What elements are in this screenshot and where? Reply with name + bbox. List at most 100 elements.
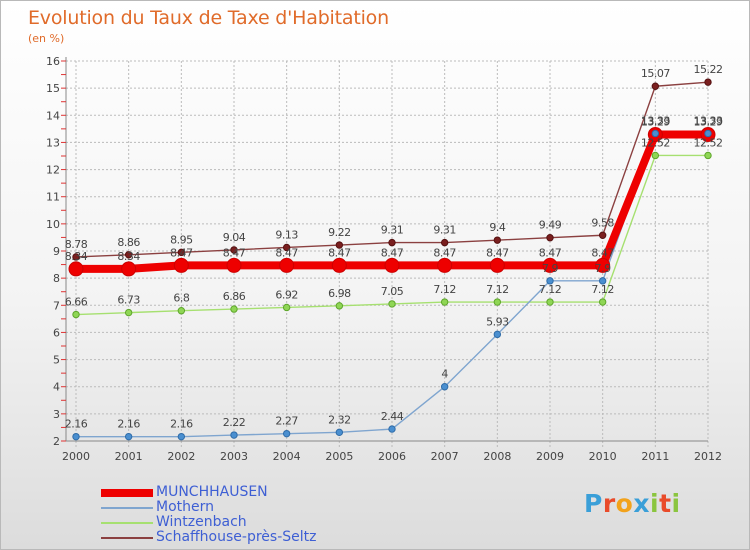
x-tick-label: 2008 — [483, 450, 511, 463]
data-label: 8.47 — [591, 246, 614, 259]
chart-title: Evolution du Taux de Taxe d'Habitation — [28, 7, 389, 29]
series-marker-0 — [68, 261, 84, 277]
logo-letter: r — [602, 489, 616, 518]
legend-label: Schaffhouse-près-Seltz — [156, 529, 317, 545]
x-tick-label: 2005 — [325, 450, 353, 463]
series-marker-3 — [651, 82, 660, 90]
data-label: 6.98 — [328, 287, 351, 300]
series-marker-1 — [388, 425, 396, 433]
data-label: 12.52 — [694, 136, 723, 149]
series-marker-0 — [226, 257, 242, 273]
x-tick-label: 2004 — [273, 450, 301, 463]
y-tick-label: 14 — [46, 109, 60, 122]
data-label: 6.73 — [117, 294, 140, 307]
logo-letter: t — [659, 489, 672, 518]
y-tick-label: 6 — [53, 326, 60, 339]
y-tick-label: 4 — [53, 381, 60, 394]
data-label: 4 — [441, 368, 448, 381]
data-label: 8.47 — [328, 246, 351, 259]
series-marker-3 — [388, 238, 396, 247]
legend-label: Mothern — [156, 499, 215, 515]
series-marker-2 — [230, 305, 238, 313]
logo-letter: i — [671, 489, 681, 518]
x-tick-label: 2007 — [431, 450, 459, 463]
data-label: 2.16 — [170, 418, 193, 431]
series-marker-2 — [282, 303, 291, 312]
y-tick-label: 13 — [46, 136, 60, 149]
series-marker-0 — [173, 257, 189, 273]
legend-label: MUNCHHAUSEN — [156, 484, 268, 500]
series-marker-3 — [177, 248, 186, 257]
series-marker-1 — [651, 129, 660, 138]
data-label: 2.27 — [275, 415, 298, 428]
series-marker-2 — [124, 308, 133, 317]
series-marker-0 — [331, 257, 347, 273]
data-label: 7.12 — [486, 283, 509, 296]
data-label: 2.16 — [65, 418, 88, 431]
data-label: 15.07 — [641, 67, 670, 80]
series-marker-1 — [124, 432, 133, 441]
legend-swatch — [101, 489, 153, 497]
data-label: 8.47 — [275, 246, 298, 259]
data-label: 13.29 — [694, 116, 723, 129]
y-tick-label: 15 — [46, 82, 60, 95]
data-label: 9.13 — [275, 228, 298, 241]
series-marker-0 — [121, 261, 137, 277]
x-tick-label: 2001 — [115, 450, 143, 463]
series-marker-2 — [177, 307, 186, 315]
series-marker-2 — [493, 298, 502, 306]
data-label: 7.12 — [591, 283, 614, 296]
y-tick-label: 8 — [53, 272, 60, 285]
x-tick-label: 2009 — [536, 450, 564, 463]
data-label: 2.44 — [381, 410, 404, 423]
data-label: 12.52 — [641, 136, 670, 149]
series-marker-2 — [651, 151, 660, 160]
y-tick-label: 5 — [53, 354, 60, 367]
series-marker-3 — [124, 251, 133, 259]
data-label: 9.31 — [433, 224, 456, 237]
x-tick-label: 2011 — [641, 450, 669, 463]
legend-swatch — [101, 507, 153, 509]
series-marker-0 — [542, 257, 558, 273]
data-label: 8.78 — [65, 238, 88, 251]
data-label: 2.32 — [328, 413, 351, 426]
data-label: 7.9 — [542, 262, 558, 275]
data-label: 6.66 — [65, 296, 88, 309]
data-label: 6.86 — [223, 290, 246, 303]
data-label: 8.86 — [117, 236, 140, 249]
series-marker-1 — [177, 432, 186, 441]
data-label: 8.95 — [170, 233, 193, 246]
series-marker-0 — [384, 257, 400, 273]
y-tick-label: 11 — [46, 191, 60, 204]
data-label: 8.34 — [65, 250, 88, 263]
series-marker-1 — [546, 277, 554, 285]
series-marker-2 — [704, 151, 712, 160]
series-marker-1 — [493, 330, 502, 339]
data-label: 8.47 — [486, 246, 509, 259]
series-marker-0 — [437, 257, 453, 273]
logo-letter: x — [633, 489, 650, 518]
logo-letter: P — [584, 489, 603, 518]
series-marker-1 — [282, 429, 291, 438]
y-tick-label: 9 — [53, 245, 60, 258]
series-marker-3 — [704, 78, 712, 86]
legend-swatch — [101, 537, 153, 539]
data-label: 15.22 — [694, 63, 723, 76]
data-label: 13.33 — [694, 114, 723, 127]
series-marker-3 — [598, 231, 607, 239]
series-marker-1 — [598, 277, 607, 285]
series-marker-3 — [493, 236, 502, 244]
series-marker-2 — [598, 298, 607, 306]
series-marker-1 — [335, 428, 344, 437]
data-label: 7.12 — [433, 283, 456, 296]
series-marker-0 — [489, 257, 505, 273]
data-label: 8.34 — [117, 250, 140, 263]
series-marker-2 — [546, 298, 554, 306]
data-label: 8.47 — [381, 246, 404, 259]
series-marker-0 — [595, 257, 611, 273]
data-label: 6.92 — [275, 288, 298, 301]
data-label: 9.4 — [489, 221, 505, 234]
series-marker-0 — [279, 257, 295, 273]
series-marker-3 — [282, 243, 291, 252]
